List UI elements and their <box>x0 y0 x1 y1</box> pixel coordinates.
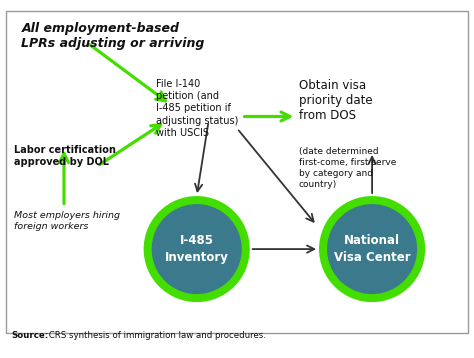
Text: All employment-based
LPRs adjusting or arriving: All employment-based LPRs adjusting or a… <box>21 22 205 50</box>
Text: Most employers hiring
foreign workers: Most employers hiring foreign workers <box>14 211 120 231</box>
Circle shape <box>327 204 417 294</box>
Text: Source:: Source: <box>12 331 49 340</box>
Circle shape <box>144 196 250 302</box>
FancyBboxPatch shape <box>6 11 468 333</box>
Text: CRS synthesis of immigration law and procedures.: CRS synthesis of immigration law and pro… <box>46 331 266 340</box>
Circle shape <box>152 204 242 294</box>
Text: Labor certification
approved by DOL: Labor certification approved by DOL <box>14 145 116 167</box>
Text: National
Visa Center: National Visa Center <box>334 234 410 264</box>
Text: (date determined
first-come, first serve
by category and
country): (date determined first-come, first serve… <box>299 147 396 189</box>
Circle shape <box>319 196 425 302</box>
Text: Obtain visa
priority date
from DOS: Obtain visa priority date from DOS <box>299 79 372 122</box>
Text: File I-140
petition (and
I-485 petition if
adjusting status)
with USCIS: File I-140 petition (and I-485 petition … <box>156 79 239 138</box>
Text: I-485
Inventory: I-485 Inventory <box>165 234 228 264</box>
